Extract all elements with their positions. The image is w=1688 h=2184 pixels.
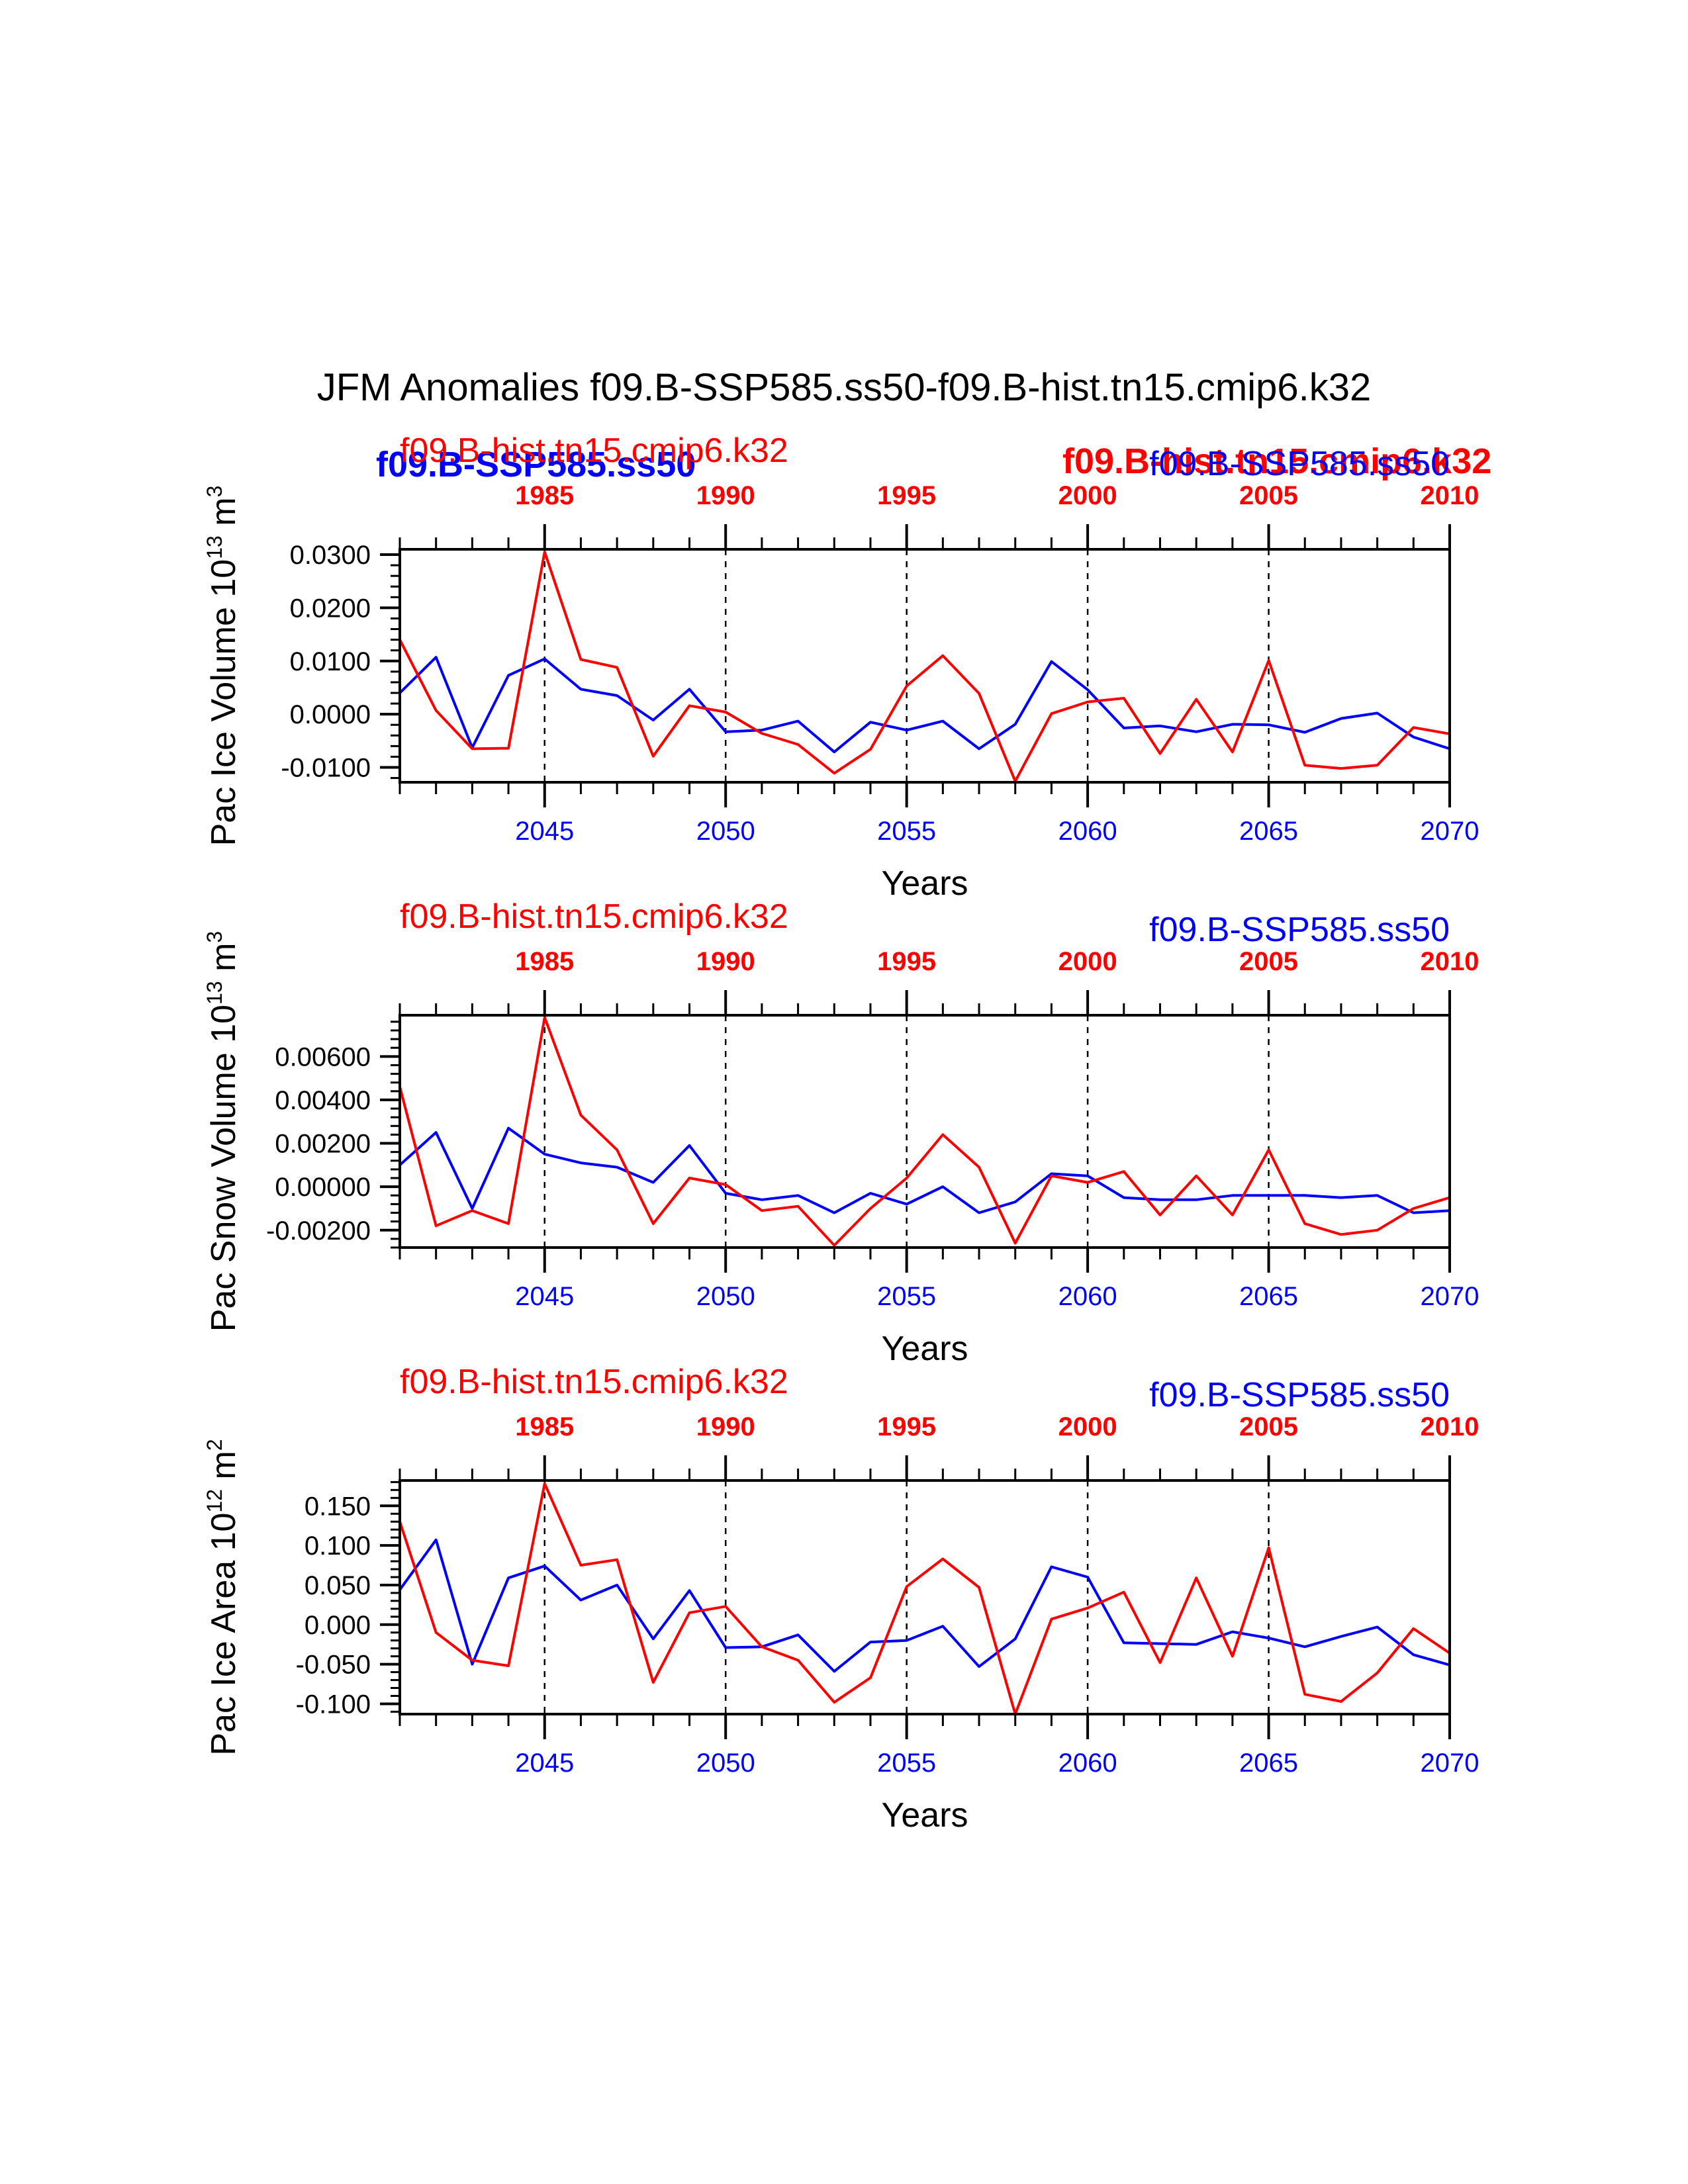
y-tick-label: 0.150 [305,1492,371,1521]
y-axis-label-part: 13 [203,535,226,559]
y-tick-label: 0.00600 [275,1042,371,1071]
y-axis-label-part: 13 [203,981,226,1005]
chart-panel-2: 2045 2050 2055 2060 2065 2070 1985 1990 1995 2000… [203,897,1479,1368]
series-line-ssp [399,1538,1450,1673]
top-tick-label: 2010 [1421,947,1479,976]
top-tick-label: 1985 [515,481,574,510]
top-tick-label: 1990 [696,947,755,976]
bottom-tick-label: 2045 [515,1749,574,1778]
bottom-tick-label: 2045 [515,817,574,846]
top-tick-label: 1995 [877,947,936,976]
y-tick-label: 0.00200 [275,1130,371,1159]
series-line-hist [399,1016,1450,1247]
bottom-tick-label: 2060 [1058,1282,1117,1311]
hist-bold-label: f09.B-hist.tn15.cmip6.k32 [1062,441,1491,481]
y-axis-label-part: 3 [203,931,226,943]
ssp-series-label: f09.B-SSP585.ss50 [1149,1376,1450,1414]
y-axis-label: Pac Snow Volume 1013 m3 [203,931,243,1332]
series-line-hist [399,551,1450,783]
chart-panel-3: 2045 2050 2055 2060 2065 2070 1985 1990 1995 2000… [203,1363,1479,1835]
bottom-tick-label: 2060 [1058,817,1117,846]
top-tick-label: 2010 [1421,481,1479,510]
hist-series-label: f09.B-hist.tn15.cmip6.k32 [400,897,788,936]
ssp-series-label: f09.B-SSP585.ss50 [1149,445,1450,483]
y-tick-label: -0.00200 [266,1216,371,1246]
top-tick-label: 2005 [1239,1412,1298,1441]
figure-title: JFM Anomalies f09.B-SSP585.ss50-f09.B-hi… [317,366,1372,409]
bottom-tick-label: 2065 [1239,817,1298,846]
y-axis-label-part [205,1479,243,1488]
top-tick-label: 1990 [696,1412,755,1441]
plot-frame [399,548,1451,784]
y-tick-label: 0.100 [305,1531,371,1561]
y-axis-label-part: Pac Ice Volume 10 [205,559,243,846]
y-axis-label-part [205,526,243,535]
y-axis-label-part: 2 [203,1439,226,1451]
panels: 2045 2050 2055 2060 2065 2070 1985 1990 1995 2000… [203,432,1479,1835]
y-tick-label: 0.0000 [290,700,371,729]
top-tick-label: 1985 [515,947,574,976]
bottom-tick-label: 2050 [696,1282,755,1311]
bottom-tick-label: 2055 [877,1749,936,1778]
y-axis-label-part: m [205,1451,243,1479]
ssp-series-label: f09.B-SSP585.ss50 [1149,911,1450,949]
bottom-tick-label: 2050 [696,817,755,846]
y-tick-label: 0.050 [305,1571,371,1600]
bottom-tick-label: 2050 [696,1749,755,1778]
bottom-tick-label: 2055 [877,1282,936,1311]
top-tick-label: 2000 [1058,947,1117,976]
y-tick-label: 0.0300 [290,541,371,570]
x-axis-label: Years [881,1796,968,1835]
top-tick-label: 2005 [1239,481,1298,510]
y-tick-label: -0.050 [296,1651,371,1680]
top-tick-label: 1995 [877,1412,936,1441]
bottom-tick-label: 2065 [1239,1282,1298,1311]
y-axis-label-part: Pac Ice Area 10 [205,1513,243,1756]
y-axis-label-part [205,972,243,981]
y-axis-label: Pac Ice Area 1012 m2 [203,1439,243,1755]
y-tick-label: 0.000 [305,1611,371,1640]
series-line-ssp [399,656,1450,754]
y-tick-label: 0.0200 [290,594,371,623]
y-axis-label: Pac Ice Volume 1013 m3 [203,486,243,846]
top-tick-label: 1990 [696,481,755,510]
x-axis-label: Years [881,864,968,903]
y-tick-label: -0.0100 [281,753,371,782]
bottom-tick-label: 2070 [1421,1749,1479,1778]
bottom-tick-label: 2055 [877,817,936,846]
ssp-bold-label: f09.B-SSP585.ss50 [376,445,696,484]
bottom-tick-label: 2065 [1239,1749,1298,1778]
y-axis-label-part: 12 [203,1489,226,1513]
top-tick-label: 2010 [1421,1412,1479,1441]
chart-panel-1: 2045 2050 2055 2060 2065 2070 1985 1990 1995 2000… [203,432,1479,903]
plot-frame [399,1479,1451,1715]
bottom-tick-label: 2070 [1421,1282,1479,1311]
x-axis-label: Years [881,1330,968,1368]
y-axis-label-part: m [205,943,243,972]
top-tick-label: 1995 [877,481,936,510]
series-line-ssp [399,1126,1450,1214]
series-line-hist [399,1482,1451,1715]
top-tick-label: 2005 [1239,947,1298,976]
top-tick-label: 2000 [1058,481,1117,510]
y-tick-label: -0.100 [296,1690,371,1719]
top-tick-label: 1985 [515,1412,574,1441]
top-tick-label: 2000 [1058,1412,1117,1441]
bottom-tick-label: 2070 [1421,817,1479,846]
y-axis-label-part: m [205,497,243,525]
y-axis-label-part: Pac Snow Volume 10 [205,1005,243,1332]
y-tick-label: 0.0100 [290,647,371,676]
hist-series-label: f09.B-hist.tn15.cmip6.k32 [400,1363,788,1401]
y-tick-label: 0.00000 [275,1173,371,1202]
plot-frame [399,1014,1451,1249]
hist-series-label: f09.B-hist.tn15.cmip6.k32 [400,432,788,470]
y-tick-label: 0.00400 [275,1086,371,1115]
bottom-tick-label: 2045 [515,1282,574,1311]
bottom-tick-label: 2060 [1058,1749,1117,1778]
y-axis-label-part: 3 [203,486,226,498]
